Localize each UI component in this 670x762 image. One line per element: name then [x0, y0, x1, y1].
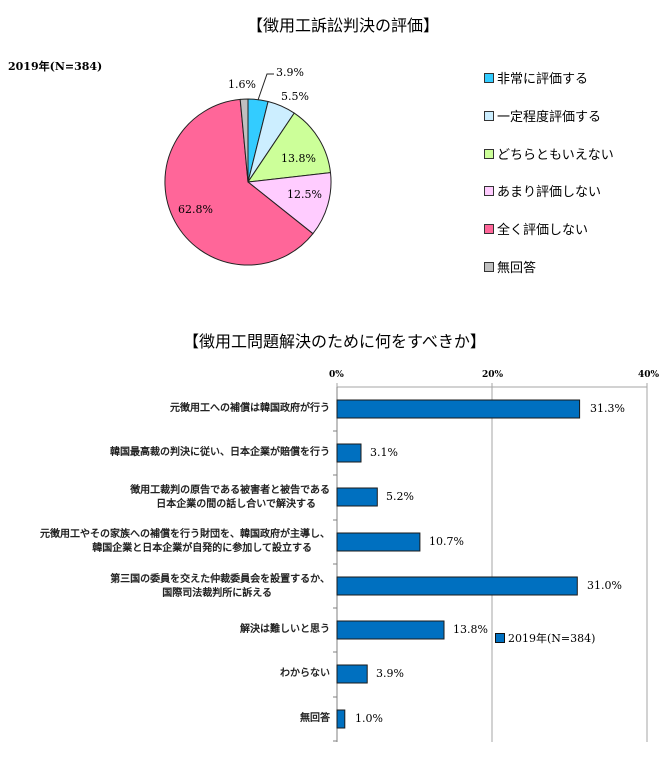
category-line: 元徴用工への補償は韓国政府が行う: [170, 403, 330, 414]
pie-chart-title: 【徴用工訴訟判決の評価】: [247, 16, 440, 35]
category-line: わからない: [280, 668, 330, 679]
bar-no-answer: [336, 709, 346, 729]
bar-chart-title: 【徴用工問題解決のために何をすべきか】: [183, 332, 486, 351]
legend-item-somewhat-negative: あまり評価しない: [484, 181, 601, 200]
pie-label-neutral: 13.8%: [281, 152, 316, 165]
legend-swatch: [484, 185, 494, 196]
legend-swatch: [495, 633, 505, 643]
bar-negotiate-directly: [336, 487, 378, 507]
category-line: 徴用工裁判の原告である被害者と被告である: [130, 485, 330, 496]
legend-label: どちらともいえない: [497, 148, 614, 163]
category-label-joint-foundation: 元徴用工やその家族への補償を行う財団を、韓国政府が主導し、 韓国企業と日本企業が…: [40, 528, 330, 556]
legend-item-very-negative: 全く評価しない: [484, 219, 588, 238]
pie-slice-somewhat-negative: [247, 172, 332, 235]
pie-label-somewhat-positive: 5.5%: [281, 90, 309, 103]
category-label-dont-know: わからない: [280, 667, 330, 681]
pie-slice-neutral: [247, 112, 331, 183]
category-line: 第三国の委員を交えた仲裁委員会を設置するか、: [110, 574, 330, 585]
category-label-japanese-companies-pay: 韓国最高裁の判決に従い、日本企業が賠償を行う: [110, 446, 330, 460]
legend-swatch: [484, 223, 494, 234]
legend-label: あまり評価しない: [497, 185, 602, 200]
category-label-no-answer: 無回答: [300, 712, 330, 726]
bar-korean-govt-compensates: [336, 399, 581, 419]
legend-swatch: [484, 148, 494, 159]
bar-value-label: 31.3%: [590, 402, 625, 415]
legend-item-no-answer: 無回答: [484, 257, 536, 276]
pie-sample-size: 2019年(N=384): [8, 60, 103, 73]
category-line: 国際司法裁判所に訴える: [162, 588, 272, 599]
legend-item-very-positive: 非常に評価する: [484, 68, 588, 87]
x-tick-40: 40%: [638, 370, 660, 380]
legend-label: 全く評価しない: [497, 223, 589, 238]
pie-label-very-positive: 3.9%: [276, 66, 304, 79]
legend-swatch: [484, 261, 494, 272]
category-line: 韓国最高裁の判決に従い、日本企業が賠償を行う: [110, 447, 330, 458]
legend-swatch: [484, 110, 494, 121]
legend-label: 2019年(N=384): [508, 632, 596, 645]
bar-value-label: 10.7%: [429, 535, 464, 548]
pie-chart: [164, 73, 332, 266]
legend-item-somewhat-positive: 一定程度評価する: [484, 106, 601, 125]
pie-slice-no-answer: [239, 98, 249, 183]
legend-label: 一定程度評価する: [497, 110, 602, 125]
pie-leader-line: [257, 73, 274, 101]
pie-label-somewhat-negative: 12.5%: [287, 188, 322, 201]
category-label-arbitration-icj: 第三国の委員を交えた仲裁委員会を設置するか、 国際司法裁判所に訴える: [110, 573, 330, 601]
category-line: 無回答: [300, 713, 330, 724]
category-label-negotiate-directly: 徴用工裁判の原告である被害者と被告である 日本企業の間の話し合いで解決する: [130, 484, 330, 512]
bar-value-label: 13.8%: [453, 623, 488, 636]
legend-label: 非常に評価する: [497, 72, 589, 87]
bar-difficult-to-resolve: [336, 620, 445, 640]
bar-dont-know: [336, 664, 368, 684]
pie-label-no-answer: 1.6%: [228, 78, 256, 91]
bar-value-label: 1.0%: [355, 712, 383, 725]
legend-item-neutral: どちらともいえない: [484, 144, 614, 163]
legend-label: 無回答: [497, 261, 537, 276]
bar-value-label: 5.2%: [386, 490, 414, 503]
category-line: 韓国企業と日本企業が自発的に参加して設立する: [92, 543, 312, 554]
pie-label-very-negative: 62.8%: [178, 203, 213, 216]
x-tick-20: 20%: [482, 370, 504, 380]
category-label-difficult-to-resolve: 解決は難しいと思う: [240, 623, 330, 637]
legend-swatch: [484, 72, 494, 83]
bar-value-label: 3.9%: [376, 667, 404, 680]
bar-joint-foundation: [336, 532, 421, 552]
category-label-korean-govt-compensates: 元徴用工への補償は韓国政府が行う: [170, 402, 330, 416]
category-line: 解決は難しいと思う: [240, 624, 330, 635]
category-line: 日本企業の間の話し合いで解決する: [156, 499, 316, 510]
bar-arbitration-icj: [336, 576, 578, 596]
x-tick-0: 0%: [329, 370, 344, 380]
bar-value-label: 3.1%: [370, 446, 398, 459]
bar-value-label: 31.0%: [587, 579, 622, 592]
pie-slice-very-negative: [164, 98, 314, 266]
category-line: 元徴用工やその家族への補償を行う財団を、韓国政府が主導し、: [40, 529, 330, 540]
bar-japanese-companies-pay: [336, 443, 362, 463]
bar-chart-legend: 2019年(N=384): [495, 630, 595, 646]
